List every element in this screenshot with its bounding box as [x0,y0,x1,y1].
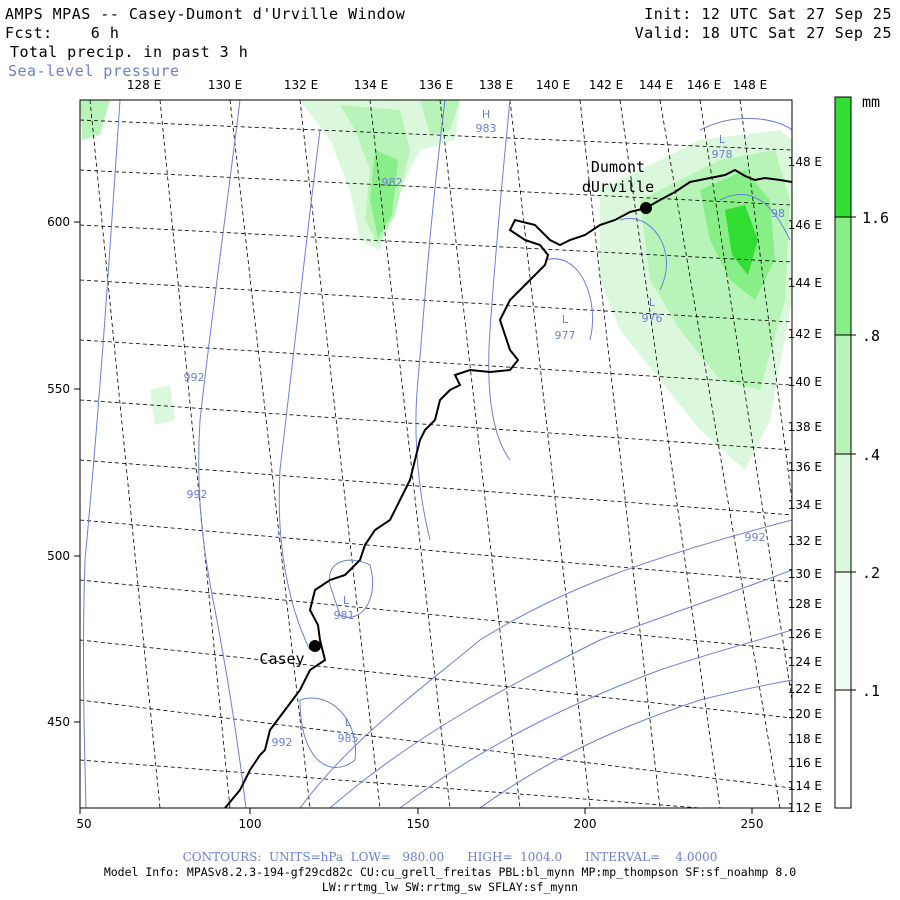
station-dot-dumont-durville [640,202,652,214]
pressure-value: 977 [555,329,576,342]
lon-label: 140 E [536,78,570,92]
pressure-value: 985 [338,732,359,745]
right-longitude-labels: 148 E 146 E 144 E 142 E 140 E 138 E 136 … [788,155,822,815]
station-label-dumont: Dumont [591,158,645,176]
x-tick-labels: 50 100 150 200 250 [76,817,763,831]
legend-swatch-4 [835,454,851,572]
lon-label: 132 E [284,78,318,92]
low-marker: L [562,313,569,326]
model-info: Model Info: MPASv8.2.3-194-gf29cd82c CU:… [103,865,797,879]
legend-swatch-1 [835,97,851,217]
y-tick: 450 [47,715,70,729]
figure-title: AMPS MPAS -- Casey-Dumont d'Urville Wind… [5,5,406,23]
top-longitude-labels: 128 E 130 E 132 E 134 E 136 E 138 E 140 … [127,78,767,92]
lon-label: 124 E [788,655,822,669]
low-marker: L [343,594,350,607]
lon-label: 130 E [788,567,822,581]
x-tick: 50 [76,817,91,831]
legend-swatch-3 [835,335,851,454]
pressure-labels: H 983 L 978 L 976 L 977 992 992 992 L 98… [184,108,786,749]
x-tick: 250 [741,817,764,831]
legend-swatch-2 [835,217,851,335]
lon-label: 142 E [788,327,822,341]
lon-label: 144 E [788,276,822,290]
y-tick: 550 [47,382,70,396]
valid-time: Valid: 18 UTC Sat 27 Sep 25 [634,24,892,42]
lon-label: 142 E [589,78,623,92]
lon-label: 128 E [127,78,161,92]
legend-unit: mm [862,93,880,111]
lon-label: 144 E [639,78,673,92]
lon-label: 140 E [788,375,822,389]
forecast-hour: Fcst: 6 h [5,24,120,42]
lon-label: 112 E [788,801,822,815]
pressure-value: 992 [187,488,208,501]
legend-value: .4 [862,446,880,464]
pressure-value: 98 [771,207,785,220]
lon-label: 122 E [788,682,822,696]
lon-label: 114 E [788,779,822,793]
lon-label: 132 E [788,534,822,548]
pressure-value: 981 [334,609,355,622]
map-frame [79,99,793,809]
legend-swatch-5 [835,572,851,690]
legend-value: .2 [862,564,880,582]
lon-label: 148 E [788,155,822,169]
init-time: Init: 12 UTC Sat 27 Sep 25 [644,5,892,23]
x-tick: 200 [574,817,597,831]
lon-label: 136 E [788,460,822,474]
lon-label: 130 E [208,78,242,92]
y-tick: 600 [47,215,70,229]
y-tick-labels: 600 550 500 450 [47,215,70,729]
station-dot-casey [309,640,321,652]
stations: Dumont dUrville Casey [259,158,654,668]
precip-legend: mm 1.6 .8 .4 .2 .1 [834,93,889,809]
pressure-value: 982 [382,176,403,189]
high-marker: H [482,108,490,121]
field-name: Total precip. in past 3 h [10,43,249,61]
overlay-name: Sea-level pressure [8,62,180,80]
lon-label: 120 E [788,707,822,721]
lon-label: 138 E [479,78,513,92]
station-label-durville: dUrville [582,178,654,196]
x-tick: 100 [239,817,262,831]
lon-label: 118 E [788,732,822,746]
pressure-value: 978 [712,148,733,161]
pressure-value: 992 [272,736,293,749]
lon-label: 136 E [419,78,453,92]
low-marker: L [345,716,352,729]
lon-label: 138 E [788,420,822,434]
pressure-value: 992 [745,531,766,544]
x-tick-marks [79,808,753,814]
low-marker: L [649,296,656,309]
legend-value: 1.6 [862,209,889,227]
latlon-grid [80,100,792,808]
lon-label: 148 E [733,78,767,92]
legend-value: .8 [862,327,880,345]
legend-value: .1 [862,682,880,700]
pressure-value: 976 [642,312,663,325]
lon-label: 134 E [788,498,822,512]
pressure-value: 983 [476,122,497,135]
pressure-value: 992 [184,371,205,384]
lon-label: 146 E [687,78,721,92]
coastline [224,168,792,808]
physics-info: LW:rrtmg_lw SW:rrtmg_sw SFLAY:sf_mynn [321,880,579,894]
lon-label: 134 E [354,78,388,92]
y-tick: 500 [47,549,70,563]
x-tick: 150 [407,817,430,831]
lon-label: 128 E [788,597,822,611]
legend-frame [834,96,852,809]
lon-label: 126 E [788,627,822,641]
low-marker: L [719,133,726,146]
contour-info: CONTOURS: UNITS=hPa LOW= 980.00 HIGH= 10… [182,850,718,864]
legend-swatch-blank [835,690,851,808]
y-tick-marks [74,221,80,723]
station-label-casey: Casey [259,650,304,668]
lon-label: 146 E [788,218,822,232]
lon-label: 116 E [788,756,822,770]
pressure-contours [82,100,792,808]
